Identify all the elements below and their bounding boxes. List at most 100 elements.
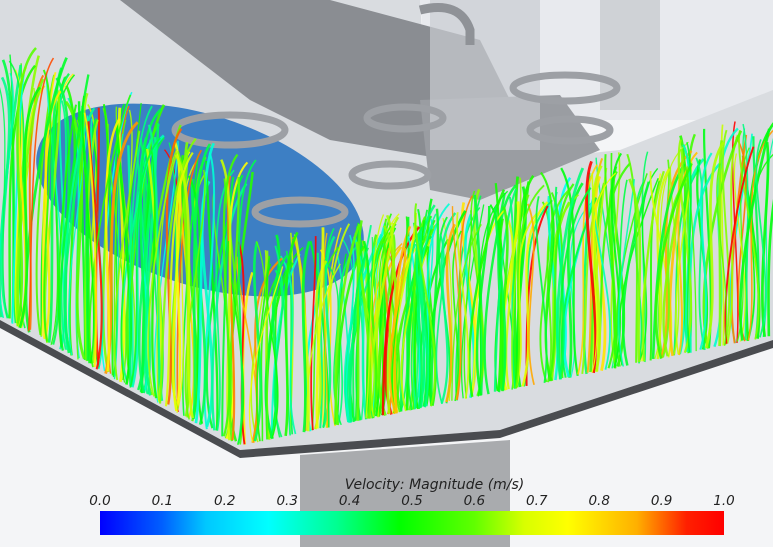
streamline	[293, 234, 310, 432]
streamline	[515, 184, 545, 389]
streamline	[463, 210, 472, 399]
streamline	[566, 182, 584, 378]
streamline	[120, 102, 142, 383]
streamline	[649, 180, 661, 361]
streamline	[309, 240, 330, 428]
streamline	[194, 142, 215, 424]
streamline	[104, 118, 121, 372]
streamline	[400, 239, 432, 412]
streamline	[205, 160, 219, 431]
dark-floor-band	[120, 0, 520, 160]
streamline	[594, 175, 607, 372]
streamline	[143, 149, 154, 394]
streamline	[730, 134, 748, 344]
streamline	[222, 153, 239, 437]
streamline	[269, 255, 288, 439]
streamline	[591, 165, 603, 373]
streamline	[184, 169, 206, 420]
streamline	[355, 241, 372, 419]
streamline	[747, 129, 773, 341]
streamline	[27, 57, 55, 332]
streamline	[153, 140, 179, 403]
streamline	[440, 212, 457, 404]
streamline	[211, 183, 248, 431]
streamline	[128, 105, 153, 385]
streamline	[656, 168, 671, 360]
streamline	[535, 196, 548, 383]
streamline	[414, 230, 422, 408]
streamline	[248, 266, 284, 442]
streamline	[682, 151, 697, 352]
legend-title: Velocity: Magnitude (m/s)	[344, 477, 525, 493]
streamline	[0, 86, 8, 318]
streamline	[35, 74, 56, 336]
streamline	[621, 181, 651, 366]
streamline	[237, 159, 257, 444]
streamline	[81, 95, 95, 364]
rings	[171, 71, 621, 228]
streamline	[60, 100, 67, 350]
streamline	[742, 123, 749, 341]
streamline	[18, 86, 41, 329]
streamline	[716, 163, 728, 346]
streamline	[129, 137, 161, 388]
legend-tick-label: 1.0	[713, 493, 735, 509]
streamline	[147, 152, 178, 397]
streamline	[505, 215, 514, 390]
streamline	[628, 178, 642, 363]
legend-tick-label: 0.9	[650, 493, 673, 509]
streamline	[83, 112, 98, 368]
streamline	[761, 142, 770, 337]
streamline	[471, 209, 506, 397]
streamline	[724, 146, 755, 344]
streamline	[548, 183, 575, 381]
colorbar	[100, 511, 724, 535]
streamline	[391, 212, 417, 413]
streamline	[738, 128, 771, 341]
streamline	[668, 172, 681, 357]
streamline	[16, 78, 45, 327]
streamline	[221, 176, 235, 437]
legend-tick-label: 0.4	[338, 493, 361, 509]
streamline	[255, 241, 269, 440]
streamline	[577, 164, 598, 375]
streamline	[315, 227, 325, 429]
streamline	[555, 167, 585, 380]
streamline	[228, 176, 240, 442]
legend-tick-label: 0.5	[401, 493, 423, 509]
streamline	[11, 74, 25, 324]
streamline	[591, 172, 617, 373]
streamline	[483, 192, 506, 395]
streamline	[345, 234, 355, 423]
ring	[348, 160, 432, 190]
streamline	[381, 226, 421, 416]
streamline	[388, 247, 406, 414]
streamline	[726, 134, 739, 344]
streamline	[356, 220, 363, 421]
legend-tick-label: 0.0	[89, 493, 111, 509]
streamline	[499, 206, 509, 391]
streamline	[511, 177, 522, 389]
legend-tick-label: 0.2	[214, 493, 236, 509]
streamline	[306, 263, 341, 431]
streamline	[260, 272, 281, 442]
streamline	[156, 148, 178, 400]
streamline	[42, 69, 52, 342]
streamline	[28, 74, 45, 330]
streamline	[383, 218, 401, 414]
pipe	[418, 3, 475, 45]
streamline	[755, 139, 767, 338]
streamline	[270, 253, 301, 438]
streamline	[493, 188, 517, 392]
streamline	[24, 57, 68, 333]
streamline	[733, 153, 746, 342]
streamline	[64, 100, 86, 360]
streamline	[498, 218, 505, 392]
streamline	[651, 163, 686, 359]
streamline	[176, 149, 203, 411]
streamline	[138, 123, 160, 394]
legend-tick-label: 0.3	[276, 493, 298, 509]
streamline	[695, 157, 706, 351]
